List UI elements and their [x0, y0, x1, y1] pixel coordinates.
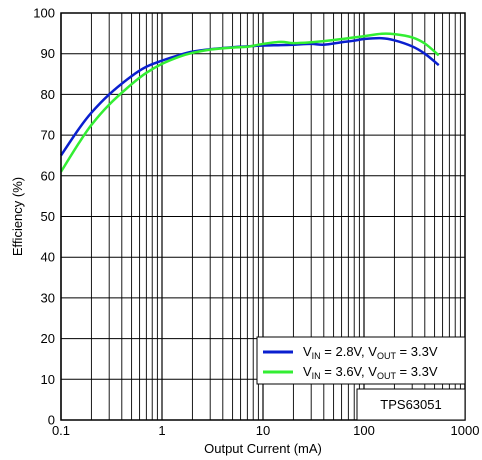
series-lines: [59, 32, 440, 173]
legend: VIN = 2.8V, VOUT = 3.3V VIN = 3.6V, VOUT…: [256, 336, 466, 385]
legend-v: V: [368, 344, 377, 359]
x-tick-label: 0.1: [52, 423, 70, 438]
series-2-line: [59, 32, 440, 173]
y-tick-label: 20: [41, 331, 55, 346]
legend-label-series-1: VIN = 2.8V, VOUT = 3.3V: [303, 344, 438, 361]
legend-v: V: [303, 344, 312, 359]
series-1-line: [59, 36, 440, 157]
legend-vout-sub: OUT: [377, 351, 397, 361]
annotation-box: [356, 388, 466, 421]
annotation-text: TPS63051: [380, 397, 441, 412]
x-tick-label: 100: [353, 423, 375, 438]
y-tick-label: 60: [41, 168, 55, 183]
y-tick-label: 40: [41, 250, 55, 265]
legend-vout-value: = 3.3V: [396, 344, 438, 359]
x-tick-label: 1: [158, 423, 165, 438]
legend-vout-value: = 3.3V: [396, 364, 438, 379]
legend-vin-sub: IN: [312, 351, 321, 361]
legend-vin-sub: IN: [312, 371, 321, 381]
legend-v: V: [303, 364, 312, 379]
y-tick-label: 50: [41, 209, 55, 224]
legend-label-series-2: VIN = 3.6V, VOUT = 3.3V: [303, 364, 438, 381]
y-tick-label: 90: [41, 46, 55, 61]
y-tick-label: 80: [41, 87, 55, 102]
y-tick-label: 30: [41, 290, 55, 305]
y-tick-label: 70: [41, 128, 55, 143]
legend-vout-sub: OUT: [377, 371, 397, 381]
x-axis-title: Output Current (mA): [204, 441, 322, 456]
y-tick-label: 10: [41, 372, 55, 387]
legend-vin-value: = 2.8V,: [321, 344, 369, 359]
y-tick-label: 100: [33, 6, 55, 21]
y-tick-label: 0: [48, 413, 55, 428]
legend-vin-value: = 3.6V,: [321, 364, 369, 379]
x-tick-label: 10: [256, 423, 270, 438]
tick-labels: 0 10 20 30 40 50 60 70 80 90 100 0.1 1 10 100 1000: [33, 6, 479, 439]
part-number-annotation: TPS63051: [356, 388, 466, 421]
plot-frame: [60, 12, 466, 421]
y-axis-title: Efficiency (%): [10, 177, 25, 256]
legend-v: V: [368, 364, 377, 379]
x-tick-label: 1000: [451, 423, 480, 438]
legend-box: [256, 336, 466, 385]
